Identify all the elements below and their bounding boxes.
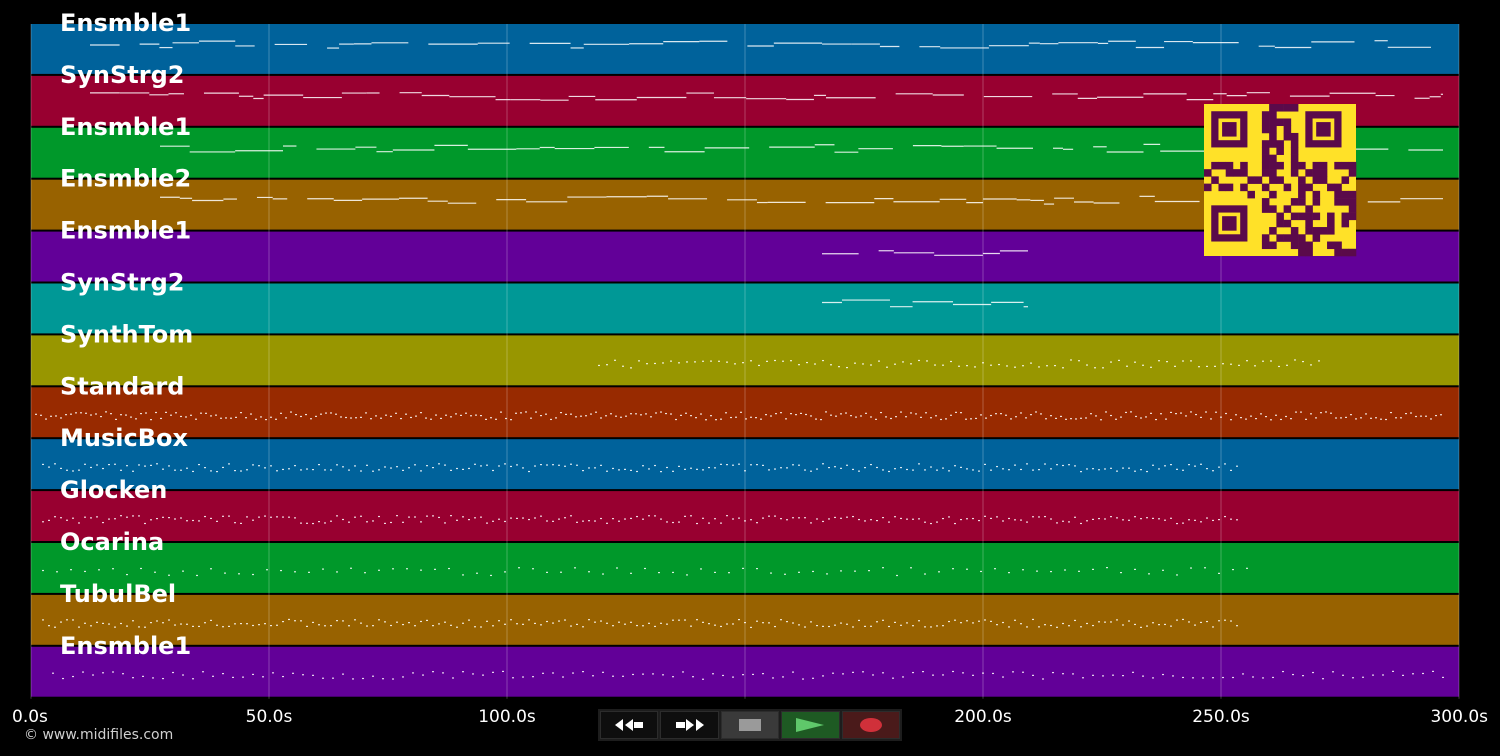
track-notes: [160, 143, 1443, 153]
track-notes: [822, 299, 1028, 308]
track-label: Ensmble1: [60, 632, 191, 660]
track-label: Glocken: [60, 476, 167, 504]
track-label: SynStrg2: [60, 269, 185, 297]
track-notes: [42, 463, 1238, 473]
stop-button[interactable]: [720, 711, 780, 739]
record-icon: [859, 718, 882, 732]
track-notes: [42, 567, 1248, 577]
track-label: SynthTom: [60, 320, 193, 348]
track-notes: [598, 359, 1320, 369]
time-gridlines: [30, 24, 1460, 699]
record-button[interactable]: [841, 711, 901, 739]
track-notes: [90, 40, 1431, 49]
track-notes: [35, 411, 1442, 421]
track-label: Ocarina: [60, 528, 164, 556]
track-label: TubulBel: [60, 580, 176, 608]
tick-label: 300.0s: [1430, 707, 1488, 727]
rewind-button[interactable]: [600, 711, 659, 739]
track-lane: [31, 335, 1459, 386]
note-layer: [35, 40, 1444, 680]
stop-icon: [739, 719, 762, 731]
track-lane: [31, 594, 1459, 645]
track-label: Ensmble1: [60, 113, 191, 141]
track-label: Ensmble1: [60, 217, 191, 245]
track-lane: [31, 24, 1459, 74]
tick-label: 100.0s: [478, 707, 536, 727]
track-lane: [31, 283, 1459, 334]
track-label: Standard: [60, 372, 184, 400]
play-button[interactable]: [781, 711, 840, 739]
tick-label: 200.0s: [954, 707, 1012, 727]
track-lane: [31, 387, 1459, 438]
fast-forward-icon: [675, 719, 704, 731]
tick-label: 0.0s: [12, 707, 48, 727]
transport-controls: [598, 709, 902, 741]
track-lane: [31, 491, 1459, 541]
fast-forward-button[interactable]: [660, 711, 719, 739]
tick-label: 50.0s: [246, 707, 293, 727]
track-notes: [52, 670, 1444, 680]
tick-label: 250.0s: [1192, 707, 1250, 727]
copyright-text: © www.midifiles.com: [24, 727, 174, 743]
play-icon: [796, 718, 825, 732]
track-label: Ensmble1: [60, 9, 191, 37]
track-lane: [31, 543, 1459, 593]
track-label: MusicBox: [60, 424, 188, 452]
track-lane: [31, 646, 1459, 697]
track-notes: [822, 250, 1028, 256]
track-label: SynStrg2: [60, 61, 185, 89]
track-notes: [90, 92, 1443, 101]
track-lane: [31, 439, 1459, 490]
rewind-icon: [615, 719, 644, 731]
track-notes: [42, 618, 1238, 629]
track-label: Ensmble2: [60, 165, 191, 193]
qr-code: [1204, 104, 1357, 257]
track-notes: [42, 515, 1238, 525]
track-labels: Ensmble1 SynStrg2 Ensmble1 Ensmble2 Ensmble1…: [60, 9, 193, 660]
